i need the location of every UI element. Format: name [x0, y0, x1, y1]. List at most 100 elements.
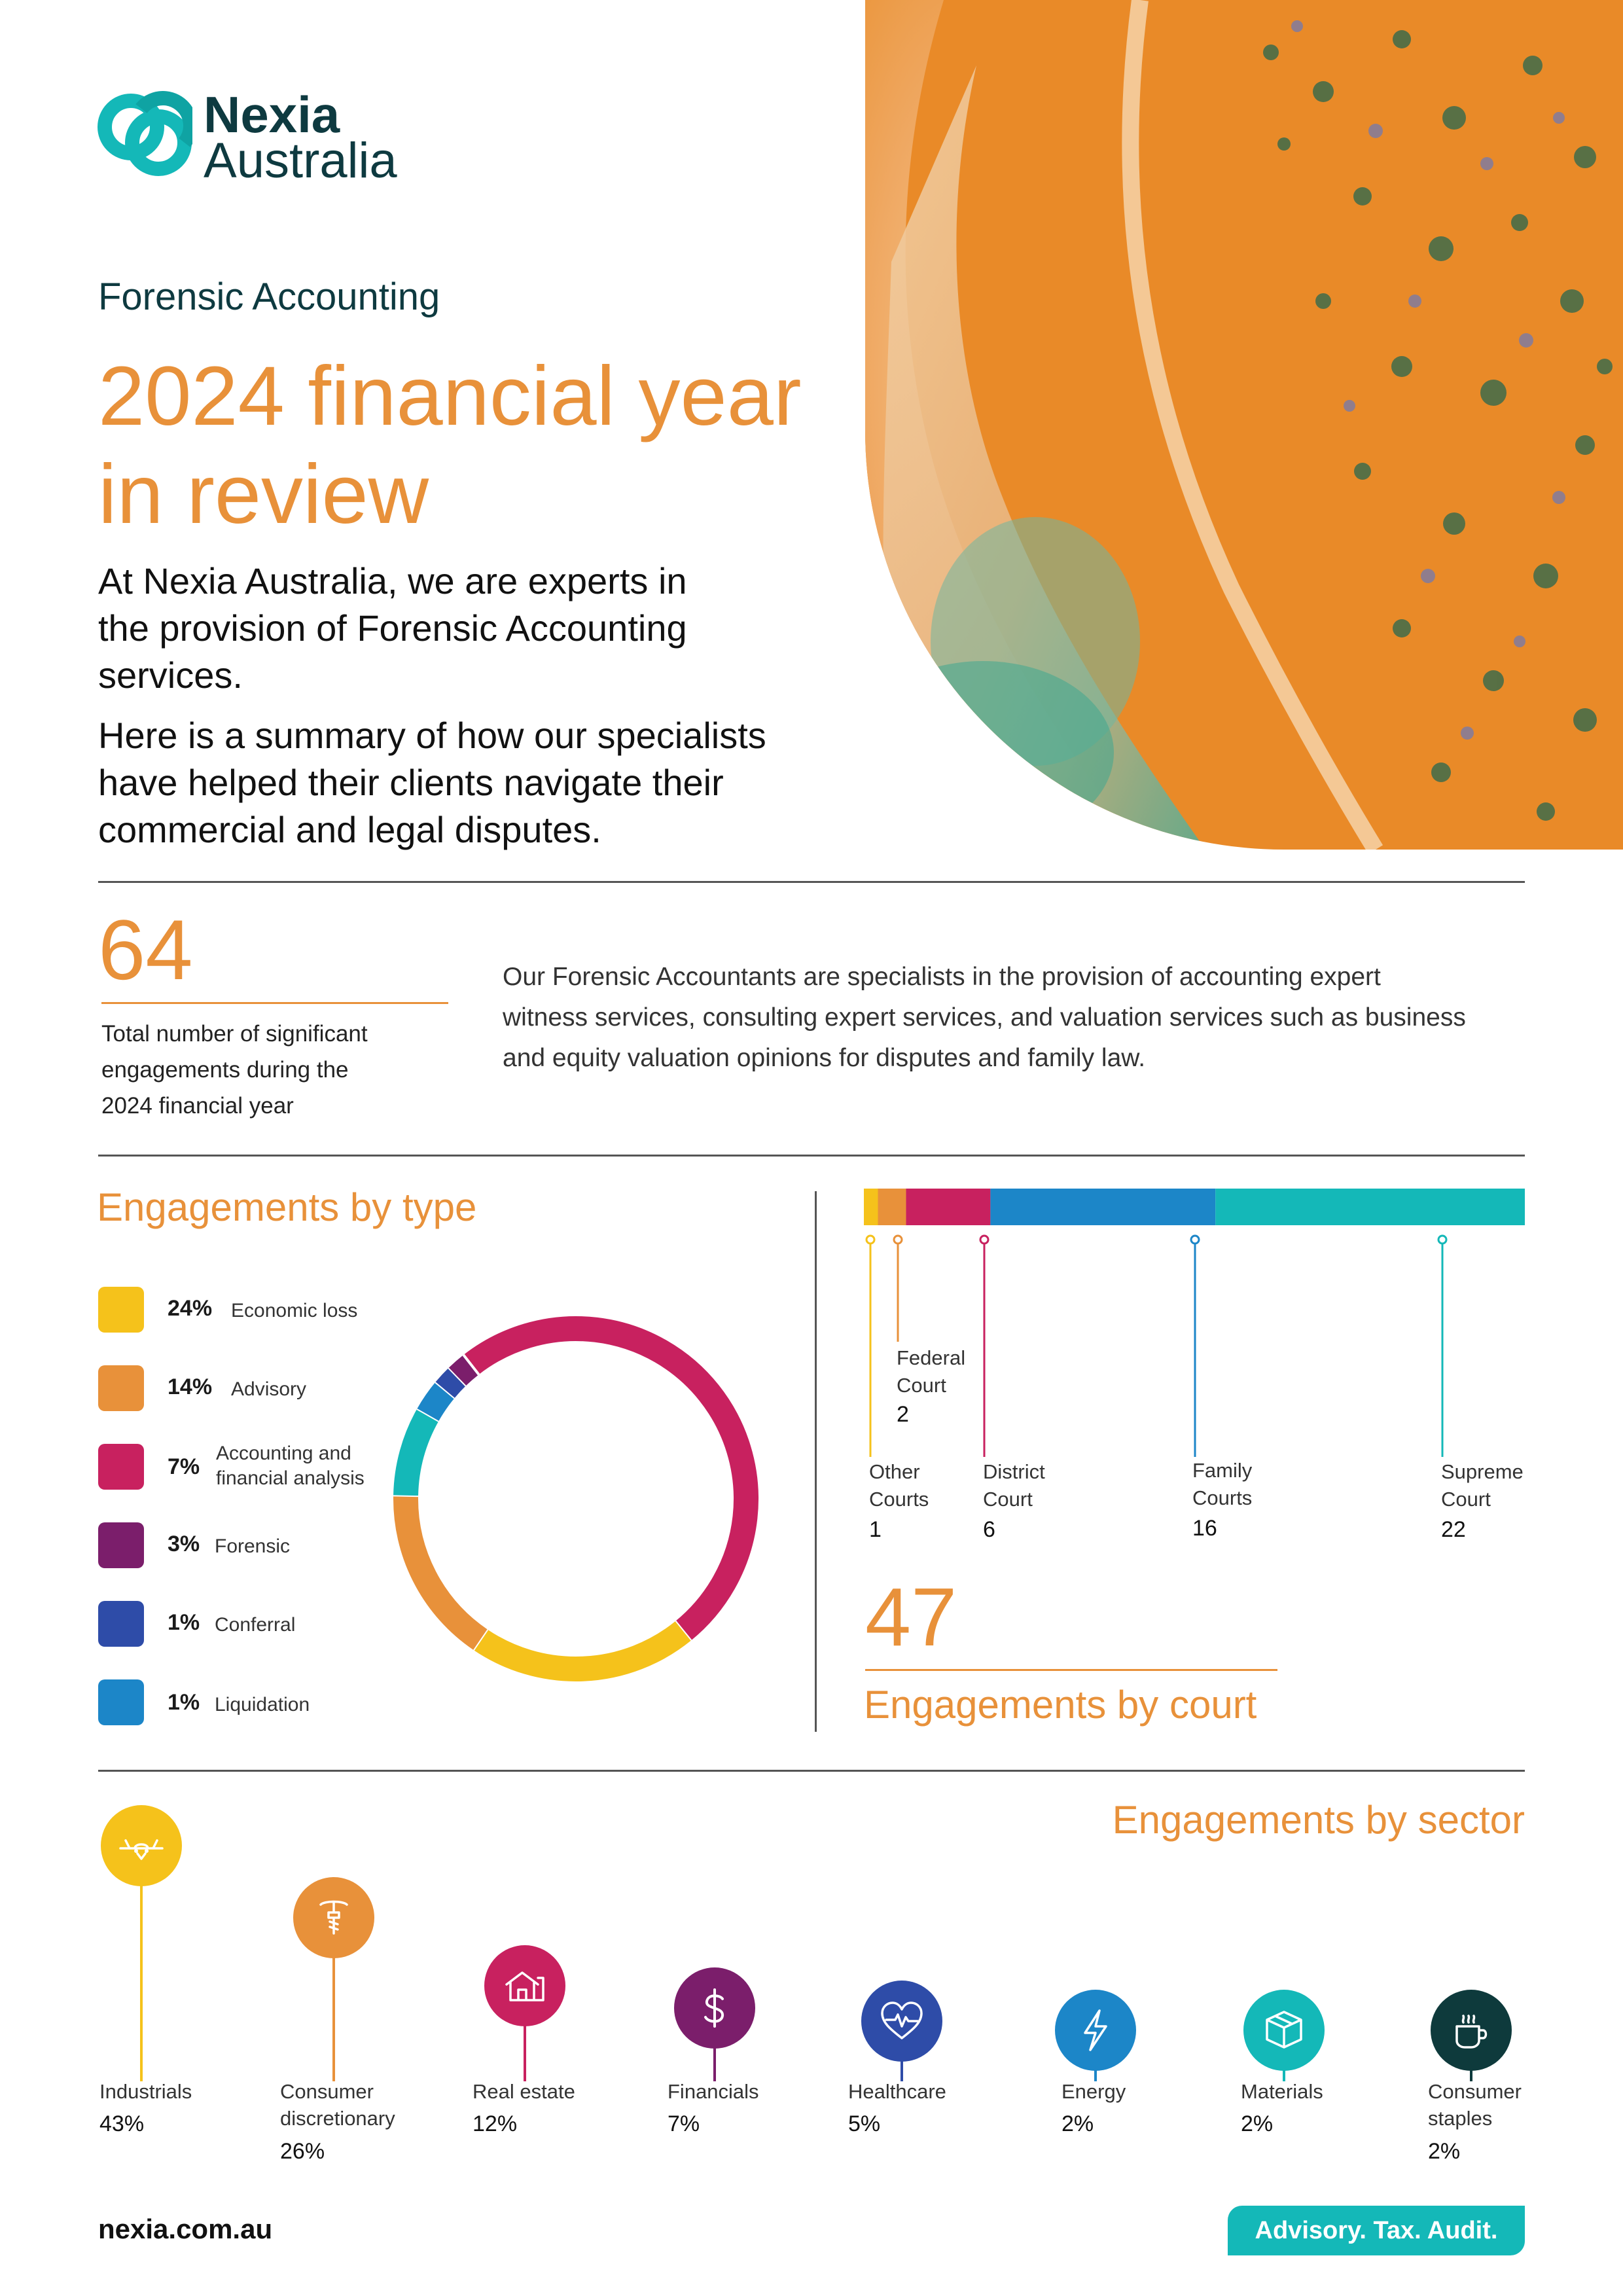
court-bar-segment [878, 1189, 906, 1225]
court-bar-segment [1215, 1189, 1525, 1225]
section-title-by-court: Engagements by court [864, 1683, 1257, 1727]
court-leader-dot [1190, 1234, 1200, 1245]
court-value: 22 [1441, 1517, 1466, 1542]
court-label: Family Courts [1192, 1457, 1252, 1512]
lightning-icon [1084, 2009, 1107, 2051]
caption-line: 2024 financial year [101, 1093, 294, 1119]
sector-label-line: Consumer [280, 2080, 374, 2103]
court-leader-dot [893, 1234, 903, 1245]
sector-label: Financials [668, 2080, 759, 2103]
sector-bubble [101, 1805, 182, 1886]
coffee-cup-icon [1455, 2015, 1488, 2049]
legend-label: Economic loss [231, 1300, 358, 1321]
sector-stem [140, 1884, 143, 2081]
intro-line: At Nexia Australia, we are experts in [98, 560, 687, 601]
court-total-underline [865, 1669, 1277, 1671]
summary-paragraph: Here is a summary of how our specialists… [98, 712, 766, 853]
court-leader-dot [979, 1234, 990, 1245]
hero-aerial-image [865, 0, 1623, 850]
legend-swatch [98, 1287, 144, 1333]
page-title-line1: 2024 financial year [98, 350, 802, 443]
court-label-line: Federal [897, 1346, 966, 1369]
description-line: Our Forensic Accountants are specialists… [503, 963, 1381, 991]
sector-bubble [484, 1945, 565, 2026]
sector-label: Consumer staples [1428, 2079, 1522, 2132]
page-title-line2: in review [98, 448, 429, 541]
sector-value: 43% [99, 2111, 145, 2136]
sector-value: 2% [1428, 2139, 1461, 2164]
sector-value: 2% [1061, 2111, 1094, 2136]
court-leader-dot [1437, 1234, 1448, 1245]
section-title-by-type: Engagements by type [97, 1185, 477, 1229]
logo-line1: Nexia [204, 86, 340, 143]
court-total-value: 47 [865, 1571, 957, 1663]
sector-bubble [293, 1877, 374, 1958]
engagements-by-court-bar [864, 1189, 1525, 1457]
sector-stem [332, 1956, 335, 2081]
court-label-line: Courts [869, 1487, 929, 1511]
donut-segment [473, 1621, 691, 1681]
box-icon [1266, 2011, 1302, 2049]
sector-label-line: staples [1428, 2106, 1493, 2130]
corkscrew-icon [319, 1900, 348, 1935]
airplane-icon [119, 1839, 164, 1860]
court-label-line: Court [983, 1487, 1033, 1511]
court-label-line: Other [869, 1460, 920, 1483]
court-bar-segment [990, 1189, 1216, 1225]
legend-swatch [98, 1679, 144, 1725]
description-line: witness services, consulting expert serv… [503, 1003, 1466, 1031]
summary-line: commercial and legal disputes. [98, 809, 601, 850]
services-description: Our Forensic Accountants are specialists… [503, 957, 1466, 1079]
total-engagements-value: 64 [98, 902, 193, 997]
donut-separator [462, 1354, 480, 1376]
total-underline [101, 1002, 448, 1004]
donut-segment [393, 1495, 488, 1650]
sector-bubble [1243, 1990, 1325, 2071]
court-label: District Court [983, 1458, 1045, 1513]
legend-percent: 1% [168, 1690, 200, 1715]
sector-stem [1470, 2066, 1472, 2081]
divider [98, 1770, 1525, 1772]
intro-line: the provision of Forensic Accounting [98, 607, 687, 649]
court-label-line: Court [897, 1373, 946, 1397]
sector-label: Healthcare [848, 2080, 946, 2103]
sector-stem [524, 2024, 526, 2081]
sector-label-line: discretionary [280, 2106, 395, 2130]
sector-value: 5% [848, 2111, 881, 2136]
vertical-divider [815, 1191, 817, 1732]
court-label-line: Court [1441, 1487, 1491, 1511]
caption-line: Total number of significant [101, 1021, 368, 1047]
donut-segment [448, 1355, 479, 1386]
sector-label: Real estate [473, 2080, 575, 2103]
website-link[interactable]: nexia.com.au [98, 2214, 273, 2244]
total-caption: Total number of significant engagements … [101, 1016, 368, 1124]
intro-paragraph: At Nexia Australia, we are experts in th… [98, 558, 687, 699]
court-label-line: District [983, 1460, 1045, 1483]
court-label-line: Courts [1192, 1486, 1253, 1509]
summary-line: have helped their clients navigate their [98, 762, 724, 803]
legend-label: Conferral [215, 1614, 296, 1636]
dollar-icon [704, 1988, 724, 2028]
legend-label: Accounting and financial analysis [216, 1441, 365, 1490]
court-value: 2 [897, 1402, 909, 1427]
sector-label-line: Consumer [1428, 2080, 1522, 2103]
legend-label: Advisory [231, 1378, 307, 1400]
court-label: Federal Court [897, 1344, 965, 1399]
sector-value: 26% [280, 2139, 325, 2164]
court-value: 6 [983, 1517, 995, 1542]
legend-label-line: financial analysis [216, 1467, 365, 1489]
legend-percent: 24% [168, 1296, 213, 1321]
description-line: and equity valuation opinions for disput… [503, 1044, 1146, 1072]
legend-swatch [98, 1522, 144, 1568]
court-bar-segment [906, 1189, 991, 1225]
legend-swatch [98, 1601, 144, 1647]
eyebrow-label: Forensic Accounting [98, 276, 440, 318]
court-label-line: Supreme [1441, 1460, 1524, 1483]
sector-bubble [1431, 1990, 1512, 2071]
summary-line: Here is a summary of how our specialists [98, 715, 766, 756]
legend-percent: 1% [168, 1610, 200, 1635]
donut-segment [417, 1382, 455, 1422]
sector-stem [901, 2059, 903, 2081]
donut-segment [393, 1408, 439, 1496]
legend-swatch [98, 1365, 144, 1411]
